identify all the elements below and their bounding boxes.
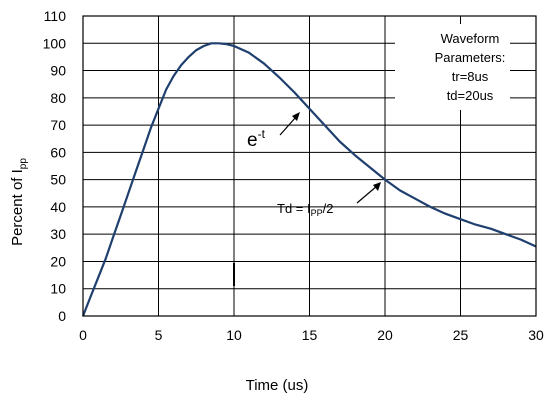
td-annotation: Td = IPP/2 — [277, 201, 333, 218]
td-arrow-line — [356, 185, 378, 204]
td-main: Td = I — [277, 201, 311, 216]
x-axis-title: Time (us) — [246, 377, 309, 394]
y-tick-label: 30 — [50, 226, 66, 242]
exp-arrow-head — [292, 112, 300, 121]
legend-line: Waveform — [441, 31, 500, 46]
x-tick-label: 25 — [453, 327, 469, 343]
y-tick-label: 60 — [50, 144, 66, 160]
x-tick-label: 20 — [377, 327, 393, 343]
exp-superscript: -t — [258, 127, 266, 141]
legend-line: Parameters: — [435, 50, 506, 65]
y-tick-label: 40 — [50, 199, 66, 215]
x-tick-label: 0 — [79, 327, 87, 343]
y-tick-label: 50 — [50, 172, 66, 188]
exp-annotation: e-t — [247, 127, 266, 151]
y-tick-label: 10 — [50, 281, 66, 297]
y-axis-title-main: Percent of I — [9, 169, 26, 246]
y-tick-label: 70 — [50, 117, 66, 133]
legend-box — [395, 24, 510, 110]
y-tick-label: 0 — [58, 308, 66, 324]
y-tick-labels: 0 10 20 30 40 50 60 70 80 90 100 110 — [43, 8, 67, 324]
exp-arrow-line — [279, 116, 297, 136]
y-axis-title-subscript: pp — [18, 158, 29, 170]
series-line — [81, 42, 537, 317]
td-arrow-head — [373, 182, 381, 191]
y-axis-title: Percent of Ipp — [9, 158, 29, 246]
y-tick-label: 110 — [44, 8, 67, 24]
x-tick-label: 5 — [155, 327, 163, 343]
td-suffix: /2 — [323, 201, 334, 216]
legend-line: td=20us — [447, 88, 494, 103]
x-tick-labels: 0 5 10 15 20 25 30 — [79, 327, 544, 343]
y-tick-label: 90 — [50, 63, 66, 79]
x-tick-label: 30 — [528, 327, 544, 343]
legend-text: Waveform Parameters: tr=8us td=20us — [435, 31, 506, 103]
plot-frame — [82, 15, 537, 317]
x-tick-label: 15 — [302, 327, 318, 343]
td-subscript: PP — [311, 208, 323, 218]
y-tick-label: 20 — [50, 253, 66, 269]
y-tick-label: 100 — [43, 35, 67, 51]
legend-line: tr=8us — [452, 69, 489, 84]
y-tick-label: 80 — [50, 90, 66, 106]
x-tick-label: 10 — [226, 327, 242, 343]
exp-base: e — [247, 130, 258, 151]
